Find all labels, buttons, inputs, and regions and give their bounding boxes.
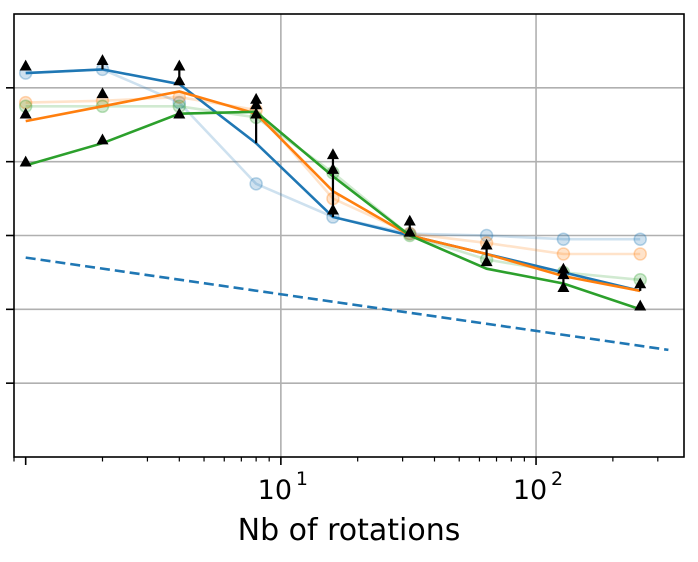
triangle-marker: [480, 238, 493, 250]
triangle-marker: [326, 163, 339, 174]
series-line-reference: [25, 256, 669, 352]
triangle-marker: [173, 74, 186, 86]
triangle-marker: [634, 277, 647, 289]
x-tick-label: 10: [258, 475, 292, 506]
x-tick-exponent: 1: [296, 468, 308, 490]
triangle-marker: [250, 107, 263, 119]
x-axis-label: Nb of rotations: [238, 513, 461, 548]
triangle-marker: [96, 133, 109, 145]
triangle-marker: [250, 98, 263, 110]
triangle-marker: [173, 107, 186, 119]
triangle-marker: [403, 214, 416, 226]
triangle-marker: [634, 299, 647, 311]
data-point-blue-faint: [249, 177, 263, 191]
data-point-orange-faint: [556, 247, 571, 261]
triangle-marker: [173, 59, 186, 71]
plot-area: [18, 54, 669, 352]
triangle-marker: [19, 59, 32, 71]
data-point-blue-faint: [633, 232, 647, 246]
triangle-marker: [19, 155, 32, 167]
triangle-marker: [557, 268, 570, 280]
triangle-marker: [403, 225, 416, 237]
triangle-marker: [250, 92, 263, 104]
axes: 10 1 10 2: [6, 13, 685, 506]
triangle-marker: [19, 107, 32, 119]
triangle-marker: [96, 54, 109, 65]
triangle-marker: [326, 203, 339, 215]
x-tick-exponent: 2: [551, 468, 563, 490]
triangle-marker: [557, 281, 570, 292]
data-point-orange-faint: [633, 247, 647, 261]
triangle-marker: [480, 255, 493, 267]
triangle-marker: [96, 87, 109, 99]
triangle-marker: [557, 262, 570, 274]
triangle-marker: [326, 148, 339, 160]
grid: [14, 14, 684, 457]
data-point-blue-faint: [556, 232, 571, 246]
x-tick-label: 10: [513, 475, 547, 506]
